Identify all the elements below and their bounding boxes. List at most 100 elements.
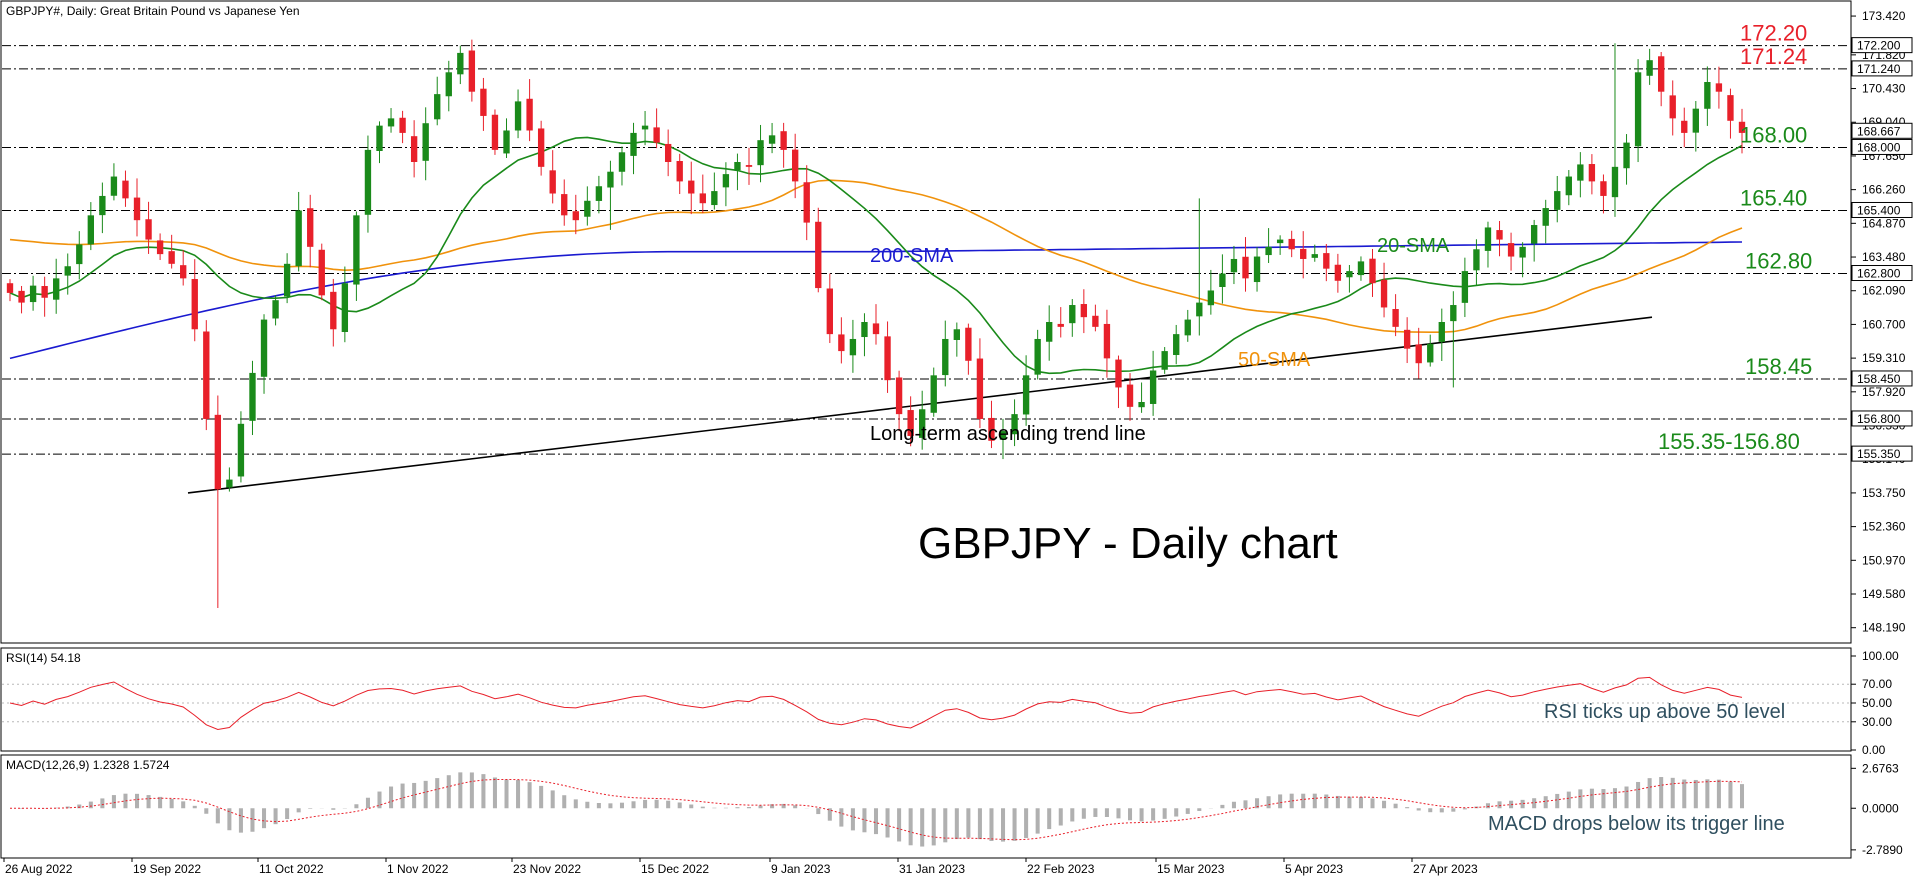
price-level-boxes: 172.200 171.240 168.000 165.400 162.800 158.4… [1851, 37, 1913, 462]
price-tick-label: 149.580 [1862, 587, 1906, 601]
candle-body [1230, 258, 1238, 273]
candle-body [826, 288, 833, 335]
candle-body [1588, 164, 1596, 182]
candle-body [953, 329, 961, 340]
candle-body [1080, 304, 1088, 318]
price-tick-label: 162.090 [1862, 284, 1906, 298]
time-tick-label: 9 Jan 2023 [771, 862, 831, 876]
candle-body [757, 140, 764, 166]
candle-body [214, 414, 222, 490]
candle-body [1392, 309, 1399, 327]
candle-body [110, 176, 118, 196]
rsi-tick-label: 100.00 [1862, 649, 1899, 663]
candle-body [895, 377, 903, 415]
candle-body [942, 338, 949, 376]
trendline-label: Long-term ascending trend line [870, 423, 1146, 445]
candle-body [1727, 95, 1734, 121]
sma50-label: 50-SMA [1238, 349, 1311, 371]
candle-body [1357, 261, 1365, 276]
candle-body [1565, 176, 1572, 196]
candle-body [1484, 227, 1492, 251]
candle-body [76, 244, 83, 265]
candle-body [1611, 166, 1619, 198]
level-price-box [1851, 265, 1913, 282]
rsi-panel-frame [0, 647, 1852, 752]
candle-body [1380, 279, 1388, 308]
main-panel-frame [0, 0, 1852, 644]
level-label: 155.35-156.80 [1658, 429, 1800, 454]
price-tick-label: 153.750 [1862, 486, 1906, 500]
candle-body [976, 358, 984, 419]
candle-body [838, 334, 845, 352]
candle-body [480, 88, 487, 116]
candle-body [595, 186, 603, 201]
level-label: 172.20 [1740, 21, 1807, 46]
level-price-box-label: 165.400 [1857, 203, 1901, 217]
candle-body [815, 221, 822, 289]
macd-panel-frame [0, 754, 1852, 859]
candle-body [1022, 375, 1030, 415]
chart-title: GBPJPY - Daily chart [918, 519, 1338, 568]
time-tick-label: 5 Apr 2023 [1285, 862, 1343, 876]
level-price-box-label: 156.800 [1857, 412, 1901, 426]
candle-body [295, 210, 302, 267]
candle-body [1115, 359, 1122, 388]
candle-body [330, 291, 337, 330]
candle-body [699, 193, 706, 204]
level-price-box [1851, 370, 1913, 387]
candle-body [191, 279, 198, 330]
candle-body [64, 266, 71, 276]
candle-body [1253, 256, 1261, 283]
time-tick-label: 19 Sep 2022 [133, 862, 201, 876]
level-price-box [1851, 445, 1913, 462]
candle-body [1681, 120, 1688, 133]
candle-body [1646, 60, 1653, 76]
macd-annotation: MACD drops below its trigger line [1488, 813, 1785, 835]
candle-body [1046, 322, 1053, 342]
price-tick-label: 160.700 [1862, 317, 1906, 331]
time-tick-label: 26 Aug 2022 [5, 862, 73, 876]
candle-body [434, 94, 441, 120]
candle-body [99, 195, 106, 216]
rsi-header: RSI(14) 54.18 [6, 651, 81, 665]
sma200-label: 200-SMA [870, 245, 954, 267]
rsi-panel: 100.00 70.00 50.00 30.00 0.00 [2, 649, 1899, 757]
candle-body [653, 127, 660, 143]
candle-body [999, 431, 1007, 440]
level-label: 171.24 [1740, 44, 1807, 69]
candle-body [341, 283, 349, 333]
candle-body [803, 182, 810, 223]
candle-body [1300, 248, 1307, 259]
candle-body [965, 327, 972, 361]
candle-body [6, 283, 14, 293]
candle-body [711, 191, 718, 206]
price-tick-label: 150.970 [1862, 553, 1906, 567]
candle-body [572, 211, 579, 221]
candle-body [237, 423, 245, 477]
candle-body [272, 300, 279, 319]
candle-body [1103, 323, 1111, 359]
candle-body [503, 130, 510, 154]
candle-body [630, 132, 637, 156]
candle-body [1242, 256, 1249, 279]
candle-body [353, 215, 360, 285]
candle-body [884, 336, 891, 381]
candle-body [526, 98, 533, 131]
candle-body [1311, 254, 1318, 258]
candle-body [1323, 253, 1330, 269]
level-label: 168.00 [1740, 122, 1807, 147]
candle-body [514, 101, 522, 131]
candle-body [399, 117, 406, 133]
candle-body [676, 161, 683, 182]
rsi-tick-label: 30.00 [1862, 715, 1892, 729]
candle-body [1530, 225, 1538, 244]
level-label: 158.45 [1745, 354, 1812, 379]
price-tick-label: 164.870 [1862, 216, 1906, 230]
candle-body [791, 149, 799, 182]
candle-body [387, 118, 395, 127]
candle-body [549, 170, 556, 194]
candle-body [29, 285, 37, 303]
candle-body [422, 123, 429, 161]
candle-body [145, 219, 152, 240]
